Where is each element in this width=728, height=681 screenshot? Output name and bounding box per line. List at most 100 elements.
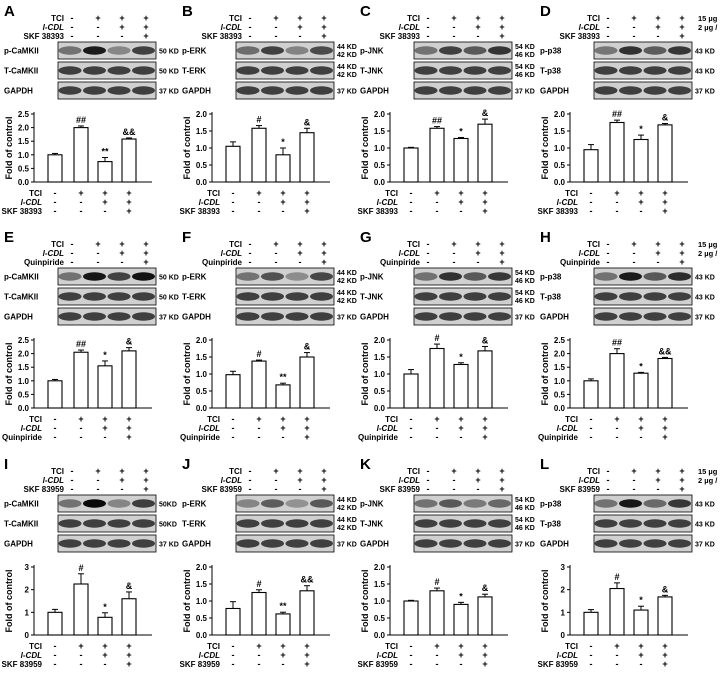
- y-tick-label: 2.0: [554, 350, 566, 359]
- significance-label: ##: [432, 116, 442, 126]
- x-sign: +: [102, 423, 107, 433]
- y-tick-label: 0.0: [554, 404, 566, 413]
- kd-label: 44 KD: [337, 517, 357, 524]
- blot-label: p-JNK: [360, 47, 384, 56]
- header-sign: -: [453, 475, 456, 485]
- y-axis-label: Fold of control: [360, 570, 370, 633]
- kd-label: 50 KD: [159, 275, 179, 282]
- blot-image: [413, 61, 513, 80]
- header-sign: -: [607, 13, 610, 23]
- blot-label: GAPDH: [540, 87, 569, 96]
- bar: [121, 138, 137, 183]
- y-tick-label: 0.5: [374, 614, 386, 623]
- significance-label: *: [639, 361, 643, 371]
- kd-label: 54 KD: [515, 497, 535, 504]
- significance-label: ##: [612, 109, 622, 119]
- header-sign: -: [657, 484, 660, 494]
- bar: [453, 603, 469, 636]
- panel-graphics: K TCI - + + +l-CDL - - + +SKF 83959- - - +p-JNK 54 KD…: [358, 456, 535, 669]
- header-label: TCI: [229, 240, 242, 249]
- kd-label: 43 KD: [695, 69, 715, 76]
- y-tick-label: 2.0: [554, 110, 566, 119]
- error-bar: [638, 605, 644, 611]
- x-sign: +: [126, 188, 131, 198]
- blot-label: p-JNK: [360, 273, 384, 282]
- kd-label: 54 KD: [515, 44, 535, 51]
- x-sign-label: l-CDL: [199, 424, 220, 433]
- header-sign: -: [71, 248, 74, 258]
- bar: [251, 591, 267, 636]
- y-tick-label: 2.0: [196, 336, 208, 345]
- x-sign: -: [232, 414, 235, 424]
- header-sign: -: [121, 484, 124, 494]
- x-sign-label: TCI: [385, 642, 398, 651]
- x-sign-label: l-CDL: [199, 651, 220, 660]
- header-sign: +: [143, 31, 148, 41]
- x-sign: -: [616, 650, 619, 660]
- header-label: Quinpiride: [380, 258, 421, 267]
- header-label: l-CDL: [579, 23, 600, 32]
- error-bar: [408, 369, 414, 374]
- header-sign: +: [451, 466, 456, 476]
- x-sign: +: [482, 423, 487, 433]
- x-sign: +: [304, 414, 309, 424]
- error-bar: [280, 611, 286, 614]
- y-tick-label: 0.5: [196, 614, 208, 623]
- bar: [225, 374, 241, 409]
- x-sign: -: [436, 197, 439, 207]
- significance-label: *: [639, 124, 643, 134]
- header-sign: +: [475, 248, 480, 258]
- blot-label: T-p38: [540, 293, 561, 302]
- blot-label: T-ERK: [182, 520, 206, 529]
- x-sign: -: [436, 206, 439, 216]
- blot-image: [593, 514, 693, 533]
- blot-image: [235, 61, 335, 80]
- error-bar: [304, 127, 310, 133]
- y-tick-label: 1.0: [554, 144, 566, 153]
- header-sign: +: [297, 22, 302, 32]
- x-sign-label: TCI: [565, 189, 578, 198]
- bar: [583, 380, 599, 409]
- blot-label: T-p38: [540, 67, 561, 76]
- x-sign: -: [616, 432, 619, 442]
- kd-label: 43 KD: [695, 522, 715, 529]
- x-sign: -: [80, 659, 83, 669]
- x-sign: +: [256, 641, 261, 651]
- header-sign: -: [607, 475, 610, 485]
- y-tick-label: 1.5: [554, 363, 566, 372]
- x-sign: -: [104, 432, 107, 442]
- header-sign: +: [143, 22, 148, 32]
- error-bar: [304, 585, 310, 591]
- y-axis-label: Fold of control: [182, 343, 192, 406]
- header-sign: +: [679, 31, 684, 41]
- header-label: l-CDL: [579, 476, 600, 485]
- error-bar: [78, 349, 84, 353]
- header-sign: +: [655, 13, 660, 23]
- blot-image: [235, 307, 335, 326]
- header-sign: +: [143, 257, 148, 267]
- error-bar: [78, 125, 84, 128]
- header-sign: +: [273, 13, 278, 23]
- header-sign: -: [453, 248, 456, 258]
- panel-g: G TCI - + + + l-CDL - - + + Quinpiride - - - + p-JNK 54 K…: [358, 228, 538, 454]
- bar: [225, 145, 241, 183]
- x-sign: -: [54, 659, 57, 669]
- header-label: Quinpiride: [24, 258, 65, 267]
- x-sign-label: TCI: [565, 415, 578, 424]
- header-sign: +: [95, 239, 100, 249]
- panel-letter: D: [540, 3, 551, 20]
- header-label: SKF 38393: [380, 32, 421, 41]
- panel-letter: H: [540, 229, 551, 246]
- header-sign: +: [143, 13, 148, 23]
- error-bar: [458, 601, 464, 605]
- bar: [609, 121, 625, 183]
- header-sign: -: [71, 466, 74, 476]
- header-sign: -: [607, 484, 610, 494]
- significance-label: &: [662, 584, 669, 594]
- x-sign: +: [638, 650, 643, 660]
- x-sign-label: TCI: [207, 642, 220, 651]
- x-sign-label: l-CDL: [21, 424, 42, 433]
- header-sign: +: [273, 466, 278, 476]
- kd-label: 37 KD: [337, 542, 357, 549]
- header-sign: +: [679, 484, 684, 494]
